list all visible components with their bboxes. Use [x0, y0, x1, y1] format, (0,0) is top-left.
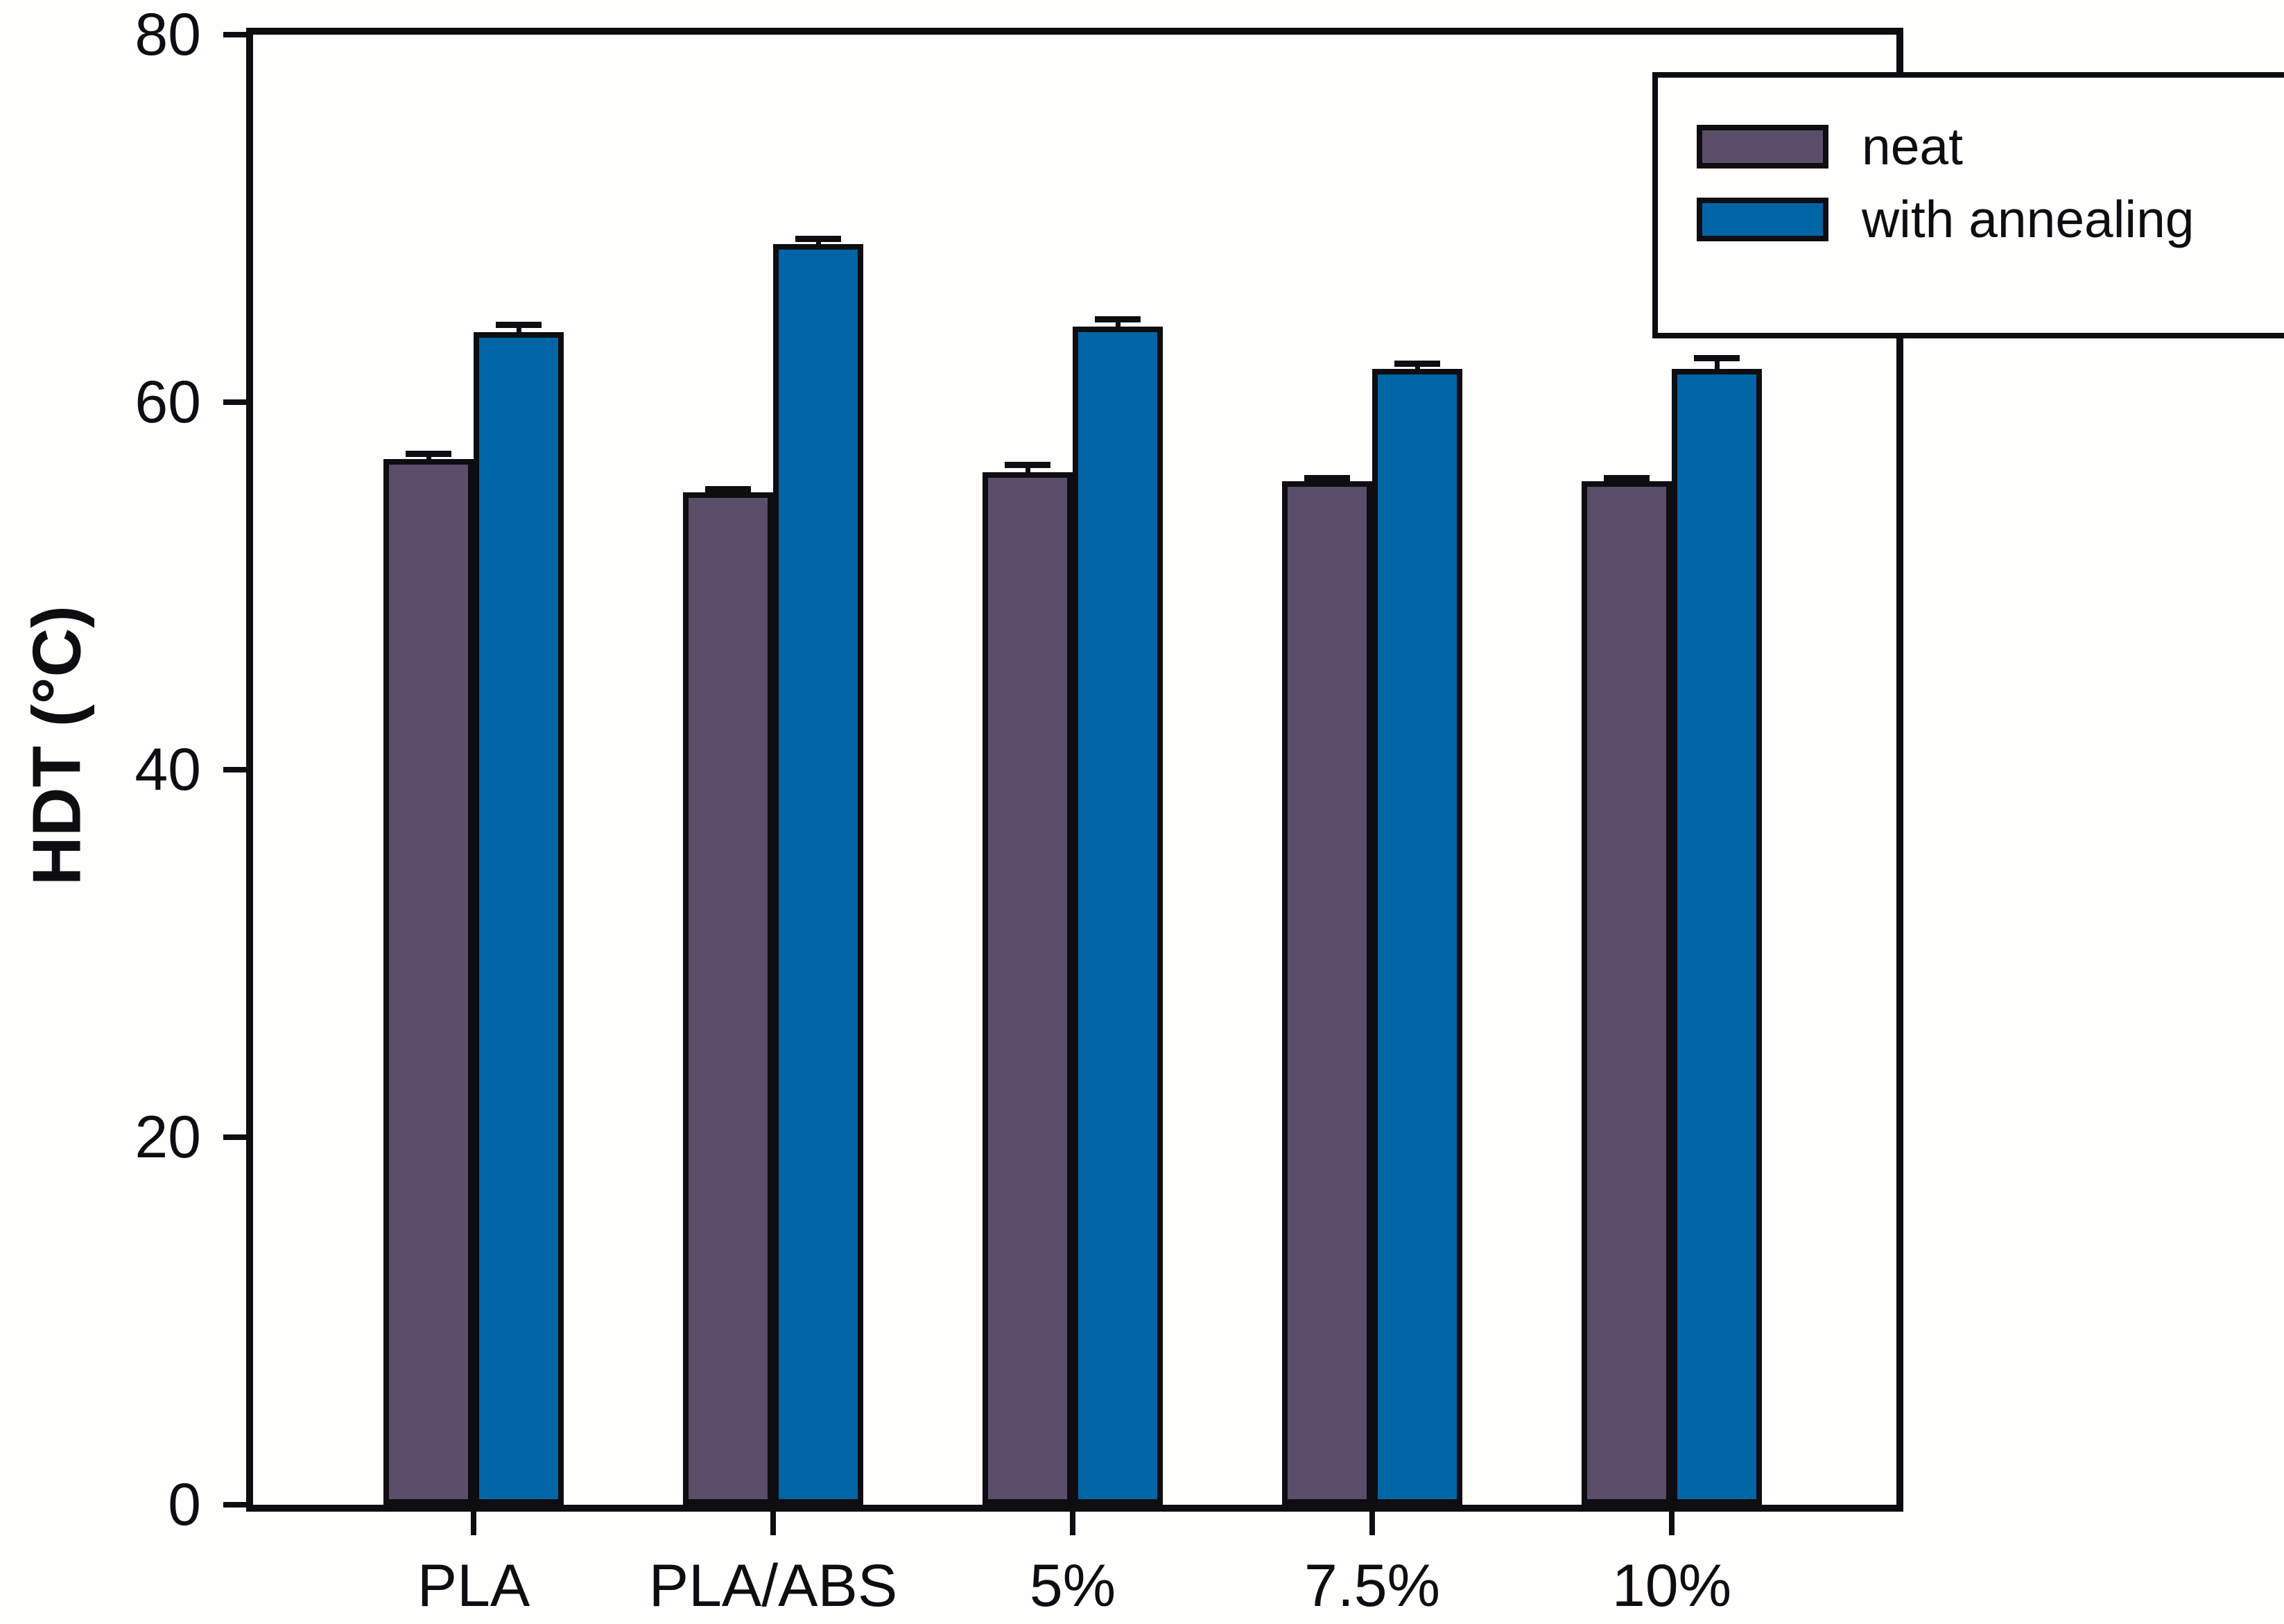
- bar-with-annealing-5: [1073, 327, 1163, 1505]
- error-bar-cap-with-annealing-7.5: [1394, 361, 1440, 367]
- y-tick-label-20: 20: [135, 1104, 201, 1171]
- error-bar-cap-with-annealing-5: [1095, 316, 1141, 322]
- y-axis-tick-60: [223, 399, 250, 405]
- x-tick-label-3: 5%: [1029, 1553, 1116, 1619]
- y-axis-tick-0: [223, 1502, 250, 1508]
- bar-with-annealing-10: [1672, 369, 1762, 1505]
- bar-with-annealing-PLA: [474, 332, 564, 1505]
- error-bar-cap-neat-7.5: [1304, 475, 1350, 481]
- x-axis-tick-2: [770, 1512, 776, 1535]
- x-axis-tick-3: [1070, 1512, 1075, 1535]
- error-bar-cap-with-annealing-PLA: [496, 322, 542, 328]
- x-axis-tick-5: [1669, 1512, 1675, 1535]
- x-axis-tick-4: [1369, 1512, 1375, 1535]
- bar-neat-PLAABS: [683, 492, 773, 1505]
- y-tick-label-80: 80: [135, 1, 201, 68]
- legend-swatch-neat: [1697, 125, 1828, 169]
- y-tick-label-60: 60: [135, 369, 201, 435]
- x-tick-label-5: 10%: [1611, 1553, 1732, 1619]
- x-tick-label-4: 7.5%: [1304, 1553, 1441, 1619]
- error-bar-cap-neat-PLAABS: [705, 486, 751, 492]
- bar-neat-7.5: [1282, 481, 1372, 1505]
- error-bar-cap-with-annealing-10: [1694, 355, 1740, 361]
- y-axis-tick-80: [223, 32, 250, 37]
- bar-with-annealing-PLAABS: [773, 244, 863, 1505]
- bar-neat-PLA: [383, 459, 474, 1505]
- legend-label-with-annealing: with annealing: [1862, 190, 2195, 248]
- bar-neat-5: [983, 472, 1073, 1505]
- y-axis-tick-40: [223, 767, 250, 772]
- y-tick-label-40: 40: [135, 736, 201, 803]
- bar-neat-10: [1582, 481, 1672, 1505]
- legend-swatch-with-annealing: [1697, 198, 1828, 241]
- y-axis-tick-20: [223, 1134, 250, 1140]
- legend-item-with-annealing: with annealing: [1697, 190, 2284, 248]
- error-bar-cap-neat-PLA: [406, 451, 451, 457]
- plot-frame: [246, 28, 1903, 1512]
- error-bar-cap-neat-10: [1604, 475, 1650, 481]
- legend: neat with annealing: [1652, 72, 2284, 338]
- plot-area: [253, 35, 1896, 1505]
- x-tick-label-1: PLA: [417, 1553, 530, 1619]
- error-bar-cap-neat-5: [1005, 462, 1050, 468]
- x-tick-label-2: PLA/ABS: [648, 1553, 898, 1619]
- x-axis-tick-1: [471, 1512, 476, 1535]
- legend-item-neat: neat: [1697, 117, 2284, 175]
- bar-with-annealing-7.5: [1372, 369, 1462, 1505]
- error-bar-cap-with-annealing-PLAABS: [795, 236, 841, 242]
- y-tick-label-0: 0: [168, 1471, 201, 1538]
- legend-label-neat: neat: [1862, 117, 1963, 175]
